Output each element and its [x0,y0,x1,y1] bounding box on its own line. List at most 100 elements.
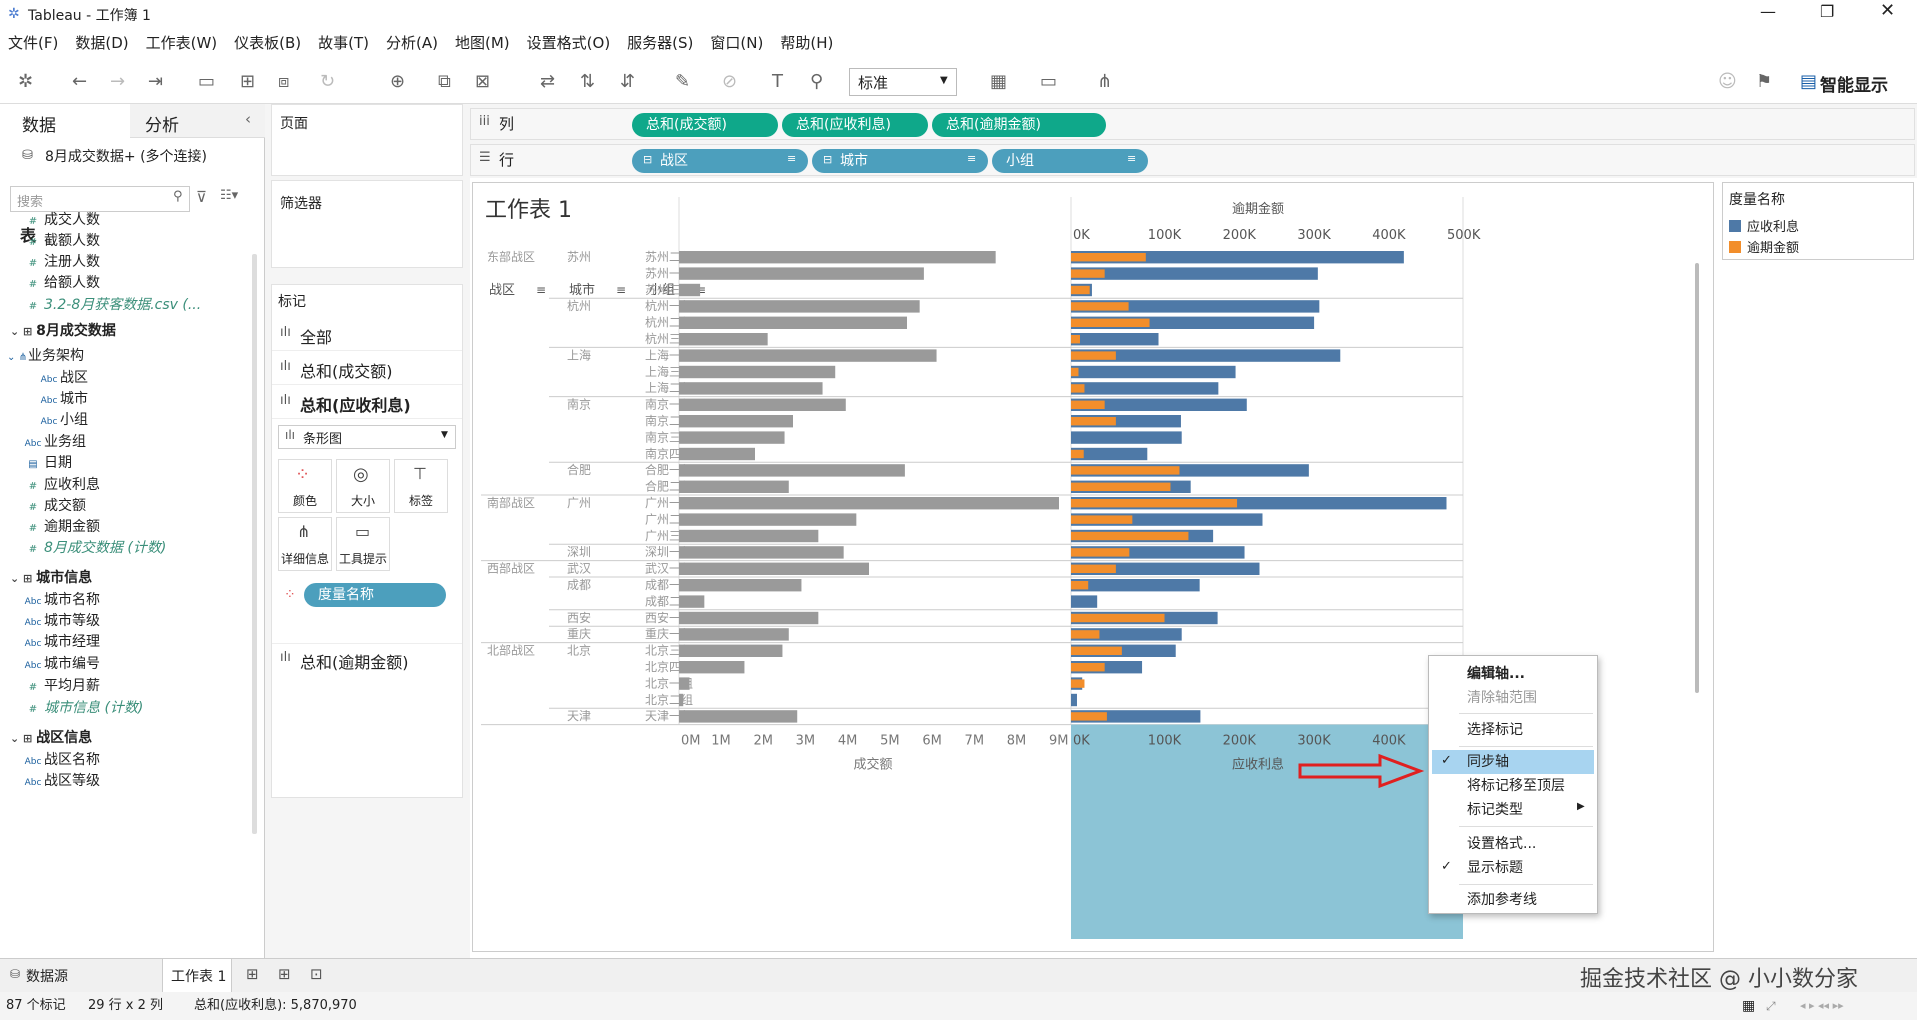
show-me-button[interactable]: 智能显示 [1820,76,1888,96]
columns-pill-overdue[interactable]: 总和(逾期金额) [932,113,1106,137]
legend-item-overdue[interactable]: 逾期金额 [1747,241,1800,256]
group-icon[interactable]: ⊘ [722,71,738,92]
menu-item-select-marks[interactable]: 选择标记 [1467,722,1523,738]
field-item[interactable]: # 应收利息 [22,473,100,497]
filter-icon[interactable]: ⊽ [196,188,207,206]
ask-data-icon[interactable]: ☺ [1718,71,1737,92]
marks-tab-overdue[interactable]: ılı 总和(逾期金额) [272,643,462,673]
field-item[interactable]: #8月成交数据 (计数) [22,536,166,560]
presentation-icon[interactable]: ▭ [1040,71,1058,92]
legend-item-interest[interactable]: 应收利息 [1747,220,1800,235]
menu-worksheet[interactable]: 工作表(W) [145,34,218,52]
sort-icon[interactable]: ≡ [536,283,546,297]
menu-analysis[interactable]: 分析(A) [386,34,438,52]
field-section[interactable]: ⌄ ⊞ 8月成交数据 [10,319,116,343]
duplicate-sheet-icon[interactable]: ⧉ [438,71,451,92]
menu-help[interactable]: 帮助(H) [780,34,834,52]
menu-data[interactable]: 数据(D) [75,34,129,52]
filters-card[interactable]: 筛选器 [271,180,463,268]
field-item[interactable]: # 成交额 [22,494,86,518]
header-region[interactable]: 战区 [489,283,515,298]
field-item[interactable]: ⌄ ⋔业务架构 [6,344,84,368]
label-button[interactable]: ⊤ 标签 [394,459,448,513]
field-item[interactable]: # 给额人数 [22,271,100,295]
sort-asc-icon[interactable]: ⇅ [580,71,596,92]
tab-data[interactable]: 数据 [0,104,130,138]
menu-item-format[interactable]: 设置格式... [1467,836,1537,852]
columns-shelf[interactable]: iii 列 总和(成交额) 总和(应收利息) 总和(逾期金额) [470,108,1915,140]
field-item[interactable]: Abc 业务组 [22,430,86,454]
field-item[interactable]: Abc 战区等级 [22,769,100,793]
clear-sheet-icon[interactable]: ⊠ [475,71,491,92]
field-item[interactable]: # 注册人数 [22,250,100,274]
tooltip-button[interactable]: ▭ 工具提示 [336,517,390,571]
pause-update-icon[interactable]: ⧈ [278,71,290,92]
menu-dashboard[interactable]: 仪表板(B) [234,34,302,52]
color-button[interactable]: ⁘ 颜色 [278,459,332,513]
menu-story[interactable]: 故事(T) [318,34,370,52]
sort-icon[interactable]: ≡ [616,283,626,297]
columns-pill-interest[interactable]: 总和(应收利息) [782,113,928,137]
close-icon[interactable]: ✕ [1880,0,1896,21]
menu-item-move-marks-to-front[interactable]: 将标记移至顶层 [1467,778,1565,794]
field-item[interactable]: # 成交人数 [22,208,100,232]
marks-tab-deal[interactable]: ılı 总和(成交额) [272,355,462,385]
highlight-icon[interactable]: ✎ [675,71,691,92]
rows-pill-region[interactable]: 战区 [632,149,808,173]
refresh-icon[interactable]: ↻ [320,71,336,92]
replace-data-icon[interactable]: ⇥ [148,71,164,92]
fit-icon[interactable]: ⤢ [1766,999,1776,1013]
menu-item-clear-axis-range[interactable]: 清除轴范围 [1467,690,1537,706]
header-group[interactable]: 小组 [649,283,675,298]
field-item[interactable]: Abc 战区名称 [22,748,100,772]
undo-icon[interactable]: ← [72,71,88,92]
rows-pill-city[interactable]: 城市 [812,149,988,173]
field-item[interactable]: Abc 城市编号 [22,652,100,676]
show-me-icon[interactable]: ▤ [1800,71,1818,92]
datasource-connection[interactable]: 8月成交数据+ (多个连接) [45,149,208,165]
columns-pill-deal[interactable]: 总和(成交额) [632,113,778,137]
measure-names-pill[interactable]: 度量名称 [304,583,446,607]
new-dashboard-icon[interactable]: ⊞ [278,965,291,983]
fit-dropdown[interactable]: 标准 ▼ [849,68,957,96]
sort-desc-icon[interactable]: ⇵ [620,71,636,92]
field-item[interactable]: Abc 城市经理 [22,630,100,654]
pin-icon[interactable]: ⚑ [1756,71,1773,92]
menu-server[interactable]: 服务器(S) [627,34,694,52]
menu-item-show-header[interactable]: 显示标题 [1467,860,1523,876]
labels-icon[interactable]: T [772,71,783,92]
rows-pill-group[interactable]: 小组 [992,149,1148,173]
tab-analysis[interactable]: 分析 ‹ [130,104,265,138]
field-item[interactable]: # 平均月薪 [22,674,100,698]
tab-datasource[interactable]: 数据源 [26,969,68,985]
tab-sheet1[interactable]: 工作表 1 [162,959,232,992]
collapse-pane-icon[interactable]: ‹ [245,110,251,128]
field-item[interactable]: Abc 小组 [38,408,88,432]
menu-item-synchronize-axis[interactable]: 同步轴 [1467,754,1509,770]
field-item[interactable]: # 截额人数 [22,229,100,253]
search-input[interactable]: 搜索 ⚲ [10,186,190,212]
menu-format[interactable]: 设置格式(O) [526,34,611,52]
field-section[interactable]: ⌄ ⊞ 城市信息 [10,566,92,590]
new-story-icon[interactable]: ⊡ [310,965,323,983]
field-item[interactable]: Abc 战区 [38,366,88,390]
field-item[interactable]: # 城市信息 (计数) [22,696,144,720]
swap-icon[interactable]: ⇄ [540,71,556,92]
menu-item-mark-type[interactable]: 标记类型 [1467,802,1523,818]
menu-window[interactable]: 窗口(N) [710,34,764,52]
show-cards-icon[interactable]: ▦ [990,71,1008,92]
field-section[interactable]: ⌄ ⊞ 战区信息 [10,726,92,750]
marks-tab-all[interactable]: ılı 全部 [272,321,462,351]
menu-item-edit-axis[interactable]: 编辑轴... [1467,666,1525,682]
data-pane-scrollbar[interactable] [252,254,257,834]
menu-file[interactable]: 文件(F) [8,34,59,52]
new-worksheet-icon[interactable]: ⊞ [246,965,259,983]
maximize-icon[interactable]: ❐ [1820,2,1835,21]
grid-view-icon[interactable]: ▦ [1742,998,1756,1014]
sort-icon[interactable]: ≡ [696,283,706,297]
pages-card[interactable]: 页面 [271,104,463,176]
field-item[interactable]: Abc 城市 [38,387,88,411]
size-button[interactable]: ◎ 大小 [336,459,390,513]
view-scrollbar[interactable] [1695,263,1699,693]
nav-arrows-icon[interactable]: ◂ ▸ ◂◂ ▸▸ [1800,999,1844,1012]
